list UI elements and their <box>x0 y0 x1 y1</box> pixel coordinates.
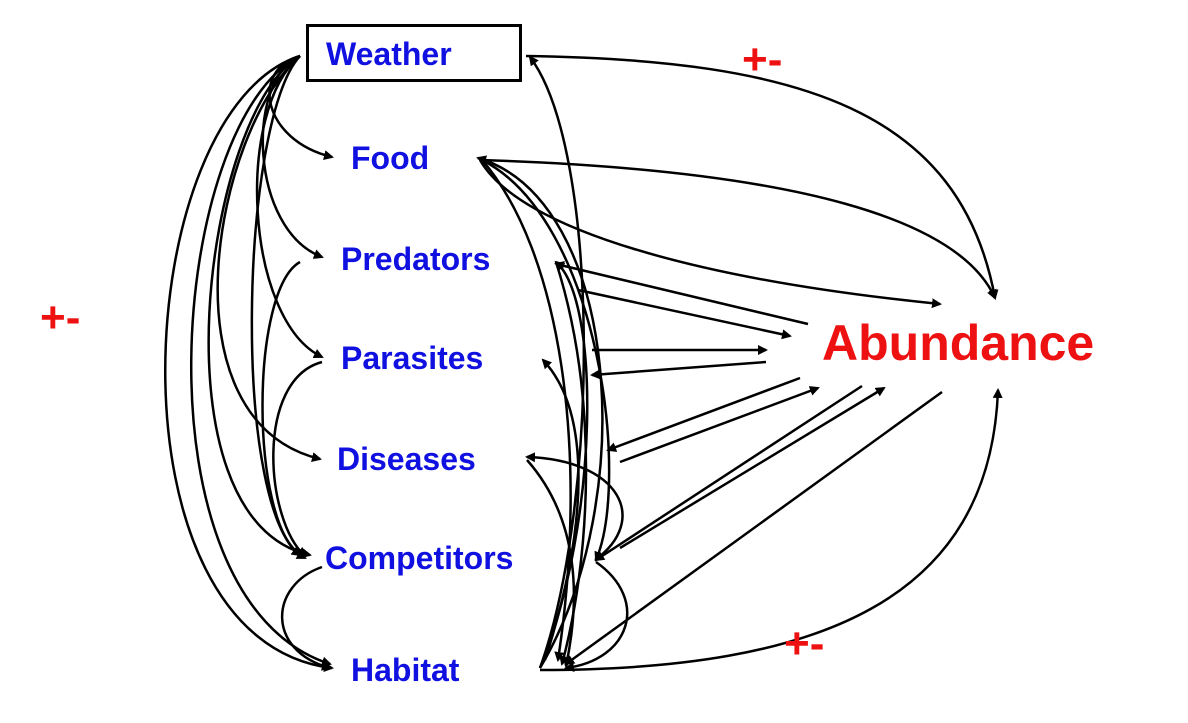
arrow-abundance-to-habitat <box>564 390 943 666</box>
node-weather: Weather <box>326 36 452 72</box>
effect-label-bottom: +- <box>784 619 825 668</box>
arrow-weather-to-abundance <box>525 54 999 300</box>
arrow-abundance-to-predators <box>554 260 809 326</box>
arrow-food-loop <box>478 159 942 309</box>
arrow-competitors-to-habitat <box>280 565 332 671</box>
arrow-diseases-to-abundance <box>619 386 820 464</box>
arrow-predators-to-competitors <box>261 260 302 557</box>
arrow-weather-to-predators <box>261 54 324 259</box>
arrow-abundance-to-diseases <box>606 376 801 452</box>
arrow-weather-to-diseases <box>216 55 322 462</box>
effect-label-top: +- <box>742 35 783 84</box>
node-abundance: Abundance <box>822 315 1095 371</box>
arrow-weather-to-competitors-1 <box>207 54 312 559</box>
arrow-abundance-to-parasites <box>590 360 767 380</box>
effect-label-left: +- <box>40 293 81 342</box>
node-parasites: Parasites <box>341 340 484 376</box>
arrow-competitors-to-diseases <box>525 452 624 562</box>
node-food: Food <box>351 140 430 176</box>
node-predators: Predators <box>341 241 491 277</box>
arrow-habitat-to-weather <box>528 55 586 669</box>
arrow-food-to-competitors <box>481 158 611 562</box>
arrow-habitat-to-parasites <box>541 358 580 661</box>
node-habitat: Habitat <box>351 652 460 688</box>
arrow-food-to-habitat <box>481 159 572 662</box>
weather-box <box>306 24 522 82</box>
node-competitors: Competitors <box>325 540 514 576</box>
arrow-abundance-to-competitors <box>594 384 863 562</box>
arrow-competitors-to-abundance <box>619 386 886 550</box>
arrow-weather-to-habitat-2 <box>190 54 332 667</box>
node-diseases: Diseases <box>337 441 476 477</box>
arrow-competitors-to-habitat-right <box>564 560 629 672</box>
arrow-habitat-to-abundance <box>539 388 1003 672</box>
arrow-food-to-abundance <box>479 158 997 300</box>
arrow-parasites-to-competitors <box>272 360 323 558</box>
arrow-predators-to-abundance <box>577 288 792 340</box>
arrow-diseases-to-habitat <box>526 459 576 668</box>
arrow-weather-to-habitat <box>164 54 334 672</box>
